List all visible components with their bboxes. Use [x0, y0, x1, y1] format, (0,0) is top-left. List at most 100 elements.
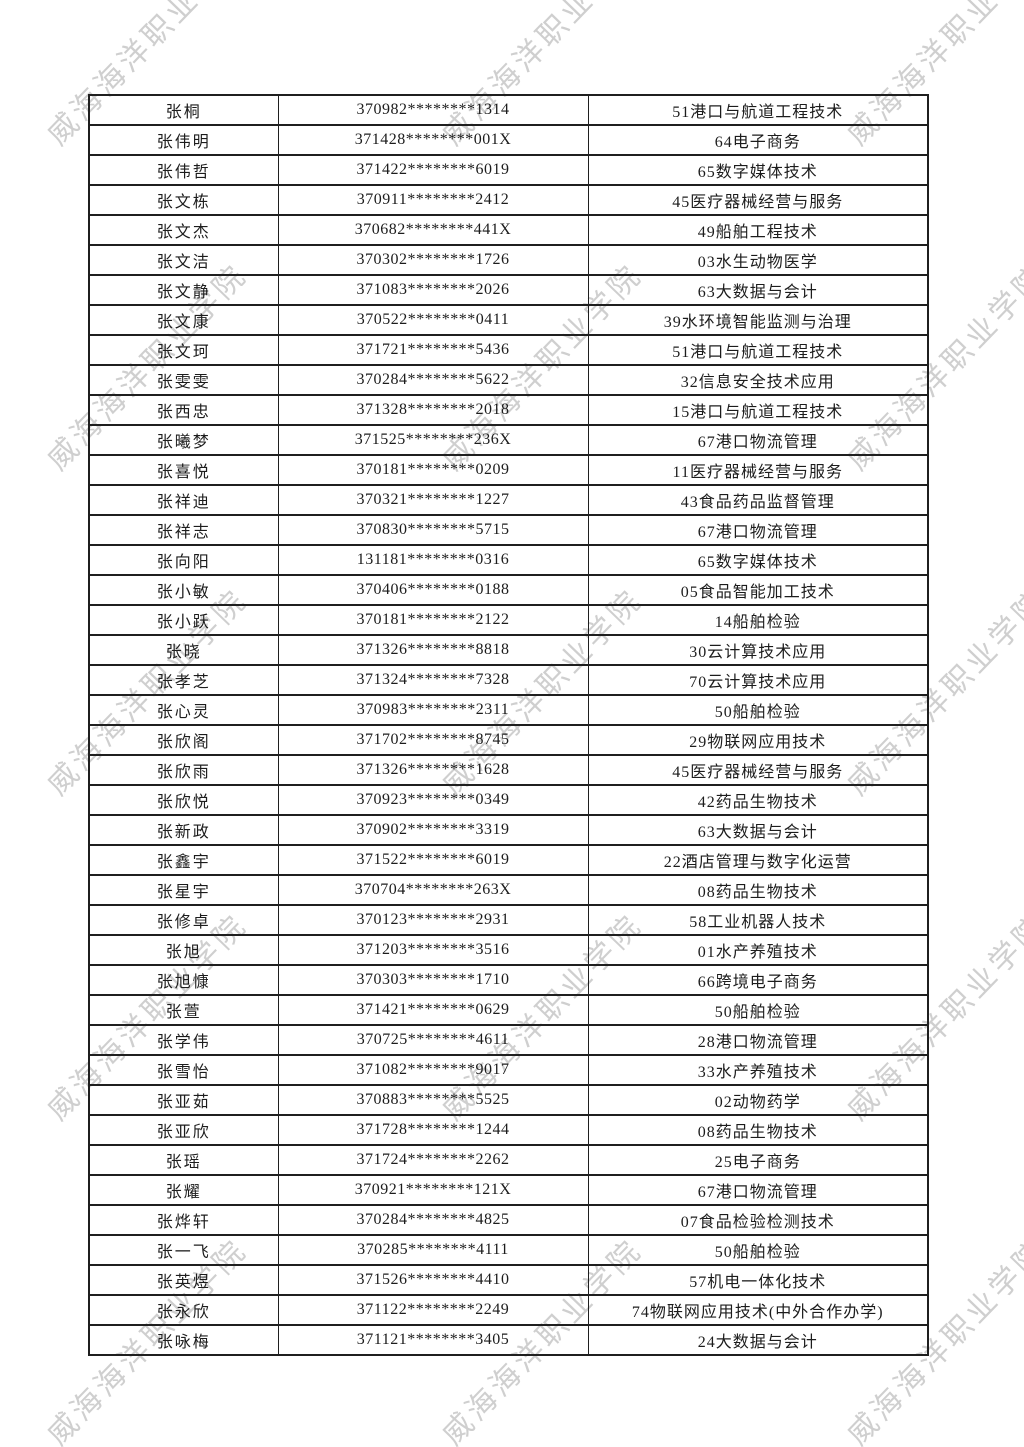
student-name-cell: 张文栋	[88, 184, 279, 216]
student-name-cell: 张学伟	[88, 1024, 279, 1056]
major-cell: 51港口与航道工程技术	[587, 334, 929, 366]
student-id-cell: 371122********2249	[277, 1294, 589, 1326]
student-id-cell: 371428********001X	[277, 124, 589, 156]
student-id-cell: 370982********1314	[277, 94, 589, 126]
student-id-cell: 371121********3405	[277, 1324, 589, 1356]
major-cell: 74物联网应用技术(中外合作办学)	[587, 1294, 929, 1326]
table-row: 张祥志 370830********5715 67港口物流管理	[88, 514, 929, 546]
student-name-cell: 张喜悦	[88, 454, 279, 486]
student-name-cell: 张雯雯	[88, 364, 279, 396]
major-cell: 08药品生物技术	[587, 874, 929, 906]
table-row: 张心灵 370983********2311 50船舶检验	[88, 694, 929, 726]
student-name-cell: 张祥迪	[88, 484, 279, 516]
student-name-cell: 张桐	[88, 94, 279, 126]
major-cell: 15港口与航道工程技术	[587, 394, 929, 426]
student-id-cell: 371525********236X	[277, 424, 589, 456]
major-cell: 01水产养殖技术	[587, 934, 929, 966]
student-id-cell: 370921********121X	[277, 1174, 589, 1206]
table-row: 张修卓 370123********2931 58工业机器人技术	[88, 904, 929, 936]
major-cell: 24大数据与会计	[587, 1324, 929, 1356]
table-row: 张曦梦 371525********236X 67港口物流管理	[88, 424, 929, 456]
table-row: 张亚茹 370883********5525 02动物药学	[88, 1084, 929, 1116]
table-row: 张旭慷 370303********1710 66跨境电子商务	[88, 964, 929, 996]
major-cell: 08药品生物技术	[587, 1114, 929, 1146]
student-name-cell: 张咏梅	[88, 1324, 279, 1356]
student-name-cell: 张西忠	[88, 394, 279, 426]
table-row: 张旭 371203********3516 01水产养殖技术	[88, 934, 929, 966]
table-row: 张学伟 370725********4611 28港口物流管理	[88, 1024, 929, 1056]
student-name-cell: 张祥志	[88, 514, 279, 546]
student-id-cell: 370682********441X	[277, 214, 589, 246]
student-id-cell: 371421********0629	[277, 994, 589, 1026]
major-cell: 65数字媒体技术	[587, 154, 929, 186]
student-name-cell: 张小跃	[88, 604, 279, 636]
student-id-cell: 371203********3516	[277, 934, 589, 966]
table-row: 张新政 370902********3319 63大数据与会计	[88, 814, 929, 846]
student-id-cell: 370983********2311	[277, 694, 589, 726]
major-cell: 70云计算技术应用	[587, 664, 929, 696]
table-row: 张小跃 370181********2122 14船舶检验	[88, 604, 929, 636]
table-row: 张西忠 371328********2018 15港口与航道工程技术	[88, 394, 929, 426]
table-row: 张咏梅 371121********3405 24大数据与会计	[88, 1324, 929, 1356]
student-name-cell: 张一飞	[88, 1234, 279, 1266]
student-id-cell: 371526********4410	[277, 1264, 589, 1296]
student-name-cell: 张英煜	[88, 1264, 279, 1296]
table-row: 张雪怡 371082********9017 33水产养殖技术	[88, 1054, 929, 1086]
student-name-cell: 张萱	[88, 994, 279, 1026]
student-name-cell: 张星宇	[88, 874, 279, 906]
table-row: 张雯雯 370284********5622 32信息安全技术应用	[88, 364, 929, 396]
major-cell: 45医疗器械经营与服务	[587, 754, 929, 786]
major-cell: 22酒店管理与数字化运营	[587, 844, 929, 876]
major-cell: 49船舶工程技术	[587, 214, 929, 246]
student-name-cell: 张烨轩	[88, 1204, 279, 1236]
student-name-cell: 张文杰	[88, 214, 279, 246]
student-id-cell: 371422********6019	[277, 154, 589, 186]
student-id-cell: 370522********0411	[277, 304, 589, 336]
student-name-cell: 张欣阁	[88, 724, 279, 756]
student-id-cell: 371522********6019	[277, 844, 589, 876]
table-row: 张文杰 370682********441X 49船舶工程技术	[88, 214, 929, 246]
table-row: 张瑶 371724********2262 25电子商务	[88, 1144, 929, 1176]
major-cell: 63大数据与会计	[587, 274, 929, 306]
student-name-cell: 张晓	[88, 634, 279, 666]
table-row: 张鑫宇 371522********6019 22酒店管理与数字化运营	[88, 844, 929, 876]
table-row: 张一飞 370285********4111 50船舶检验	[88, 1234, 929, 1266]
table-row: 张祥迪 370321********1227 43食品药品监督管理	[88, 484, 929, 516]
student-name-cell: 张亚欣	[88, 1114, 279, 1146]
student-name-cell: 张文静	[88, 274, 279, 306]
major-cell: 29物联网应用技术	[587, 724, 929, 756]
student-name-cell: 张欣雨	[88, 754, 279, 786]
major-cell: 02动物药学	[587, 1084, 929, 1116]
student-name-cell: 张耀	[88, 1174, 279, 1206]
major-cell: 33水产养殖技术	[587, 1054, 929, 1086]
student-id-cell: 370303********1710	[277, 964, 589, 996]
student-name-cell: 张文康	[88, 304, 279, 336]
student-id-cell: 371728********1244	[277, 1114, 589, 1146]
major-cell: 25电子商务	[587, 1144, 929, 1176]
student-id-cell: 370902********3319	[277, 814, 589, 846]
student-id-cell: 370284********5622	[277, 364, 589, 396]
student-name-cell: 张小敏	[88, 574, 279, 606]
student-name-cell: 张新政	[88, 814, 279, 846]
table-row: 张萱 371421********0629 50船舶检验	[88, 994, 929, 1026]
student-id-cell: 371083********2026	[277, 274, 589, 306]
student-id-cell: 371721********5436	[277, 334, 589, 366]
student-name-cell: 张心灵	[88, 694, 279, 726]
table-row: 张文静 371083********2026 63大数据与会计	[88, 274, 929, 306]
table-row: 张伟哲 371422********6019 65数字媒体技术	[88, 154, 929, 186]
major-cell: 03水生动物医学	[587, 244, 929, 276]
student-name-cell: 张永欣	[88, 1294, 279, 1326]
student-name-cell: 张修卓	[88, 904, 279, 936]
student-id-cell: 370923********0349	[277, 784, 589, 816]
student-id-cell: 371724********2262	[277, 1144, 589, 1176]
major-cell: 67港口物流管理	[587, 1174, 929, 1206]
table-row: 张欣悦 370923********0349 42药品生物技术	[88, 784, 929, 816]
table-row: 张永欣 371122********2249 74物联网应用技术(中外合作办学)	[88, 1294, 929, 1326]
student-name-cell: 张向阳	[88, 544, 279, 576]
major-cell: 30云计算技术应用	[587, 634, 929, 666]
table-row: 张文康 370522********0411 39水环境智能监测与治理	[88, 304, 929, 336]
student-name-cell: 张伟哲	[88, 154, 279, 186]
table-row: 张耀 370921********121X 67港口物流管理	[88, 1174, 929, 1206]
student-id-cell: 370284********4825	[277, 1204, 589, 1236]
